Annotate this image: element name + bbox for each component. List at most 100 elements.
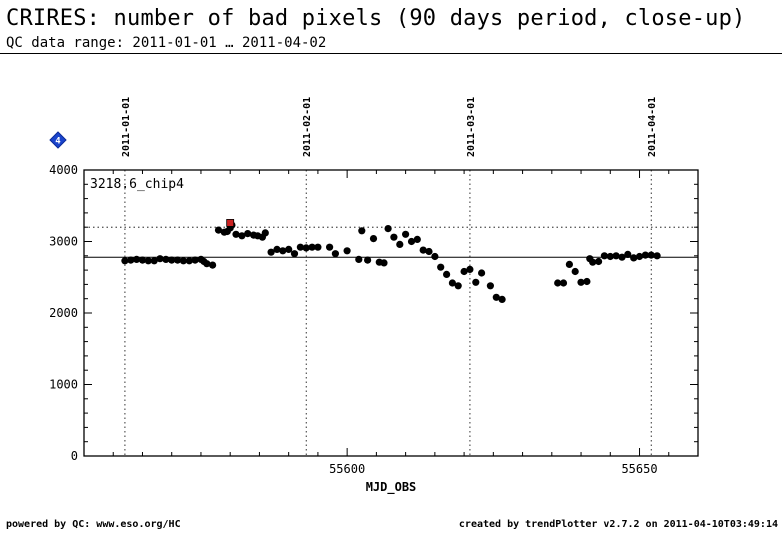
data-point (267, 248, 275, 256)
data-point (121, 257, 129, 265)
data-point (203, 260, 211, 268)
diamond-marker-icon: 4 (49, 131, 67, 149)
data-point (559, 279, 568, 287)
chart-annotation: 3218.6_chip4 (90, 177, 184, 192)
data-point (214, 226, 223, 234)
data-point (314, 243, 322, 251)
data-point (238, 232, 246, 240)
marker-label: 4 (55, 137, 61, 147)
data-point (358, 227, 366, 235)
data-point (448, 279, 456, 287)
data-point (431, 252, 439, 261)
data-point (413, 235, 421, 243)
data-point (185, 257, 193, 265)
data-point (583, 277, 591, 286)
y-tick-label: 1000 (49, 378, 78, 392)
data-point (600, 252, 609, 260)
data-point (443, 270, 451, 278)
y-tick-label: 0 (71, 449, 78, 463)
highlight-point (226, 219, 235, 227)
data-point (472, 278, 480, 286)
data-point (279, 247, 287, 255)
axis-tick-labels: 0 1000 2000 3000 4000 55600 55650 (49, 163, 657, 476)
data-point (647, 251, 655, 259)
data-point (437, 263, 445, 271)
data-point (419, 246, 427, 254)
data-points (121, 219, 661, 303)
plot-frame (83, 169, 699, 457)
footer-created-by: created by trendPlotter v2.7.2 on 2011-0… (458, 519, 778, 530)
data-point (577, 278, 585, 286)
axis-ticks (84, 169, 699, 457)
data-point (466, 265, 474, 273)
data-point (127, 256, 135, 264)
data-point (179, 257, 187, 265)
data-point (296, 243, 304, 251)
data-point (174, 256, 182, 264)
data-point (273, 245, 281, 253)
data-point (331, 250, 339, 258)
data-point (138, 256, 147, 264)
x-tick-label: 55600 (329, 462, 365, 476)
data-point (653, 252, 661, 260)
data-point (624, 250, 632, 258)
data-point (460, 267, 468, 276)
data-point (232, 230, 240, 238)
data-point (565, 260, 574, 268)
data-point (396, 240, 404, 248)
data-point (302, 244, 310, 252)
y-tick-label: 2000 (49, 306, 78, 320)
data-point (191, 256, 199, 264)
data-point (612, 252, 620, 260)
data-point (209, 261, 217, 269)
data-point (261, 229, 269, 237)
data-point (355, 255, 363, 263)
data-point (384, 225, 392, 233)
data-point (343, 247, 351, 255)
data-point (630, 254, 638, 262)
data-point (454, 282, 462, 290)
data-point (326, 243, 334, 251)
data-point (285, 245, 293, 253)
y-tick-label: 3000 (49, 235, 78, 249)
data-point (554, 279, 562, 287)
data-point (486, 282, 494, 290)
x-axis-label: MJD_OBS (366, 480, 417, 495)
date-marker-label: 2011-01-01 (121, 97, 132, 157)
data-point (369, 235, 378, 243)
data-point (380, 259, 388, 267)
date-marker-label: 2011-04-01 (647, 97, 658, 157)
chart-title: CRIRES: number of bad pixels (90 days pe… (6, 6, 746, 31)
header-divider (0, 53, 782, 54)
data-point (606, 252, 614, 261)
data-point (308, 243, 316, 251)
x-tick-label: 55650 (621, 462, 657, 476)
date-marker-label: 2011-03-01 (466, 97, 477, 157)
data-point (478, 269, 486, 277)
data-point (150, 257, 158, 265)
date-marker-labels: 2011-01-01 2011-02-01 2011-03-01 2011-04-01 (121, 97, 658, 157)
data-point (168, 256, 176, 264)
data-point (133, 255, 141, 263)
data-point (641, 251, 650, 259)
date-marker-label: 2011-02-01 (302, 97, 313, 157)
data-point (635, 252, 644, 261)
data-point (290, 250, 299, 258)
data-point (589, 258, 597, 266)
data-point (144, 257, 152, 265)
data-point (595, 257, 603, 266)
data-point (571, 267, 579, 276)
data-point (618, 253, 626, 261)
chart-subtitle: QC data range: 2011-01-01 … 2011-04-02 (6, 35, 327, 51)
data-point (156, 255, 164, 263)
data-point (407, 237, 416, 246)
date-marker-lines (124, 170, 652, 456)
data-point (364, 256, 372, 264)
data-point (498, 295, 506, 303)
footer-powered-by: powered by QC: www.eso.org/HC (6, 519, 181, 530)
data-point (390, 233, 398, 241)
y-tick-label: 4000 (49, 163, 78, 177)
data-point (402, 230, 410, 238)
data-point (425, 247, 433, 256)
